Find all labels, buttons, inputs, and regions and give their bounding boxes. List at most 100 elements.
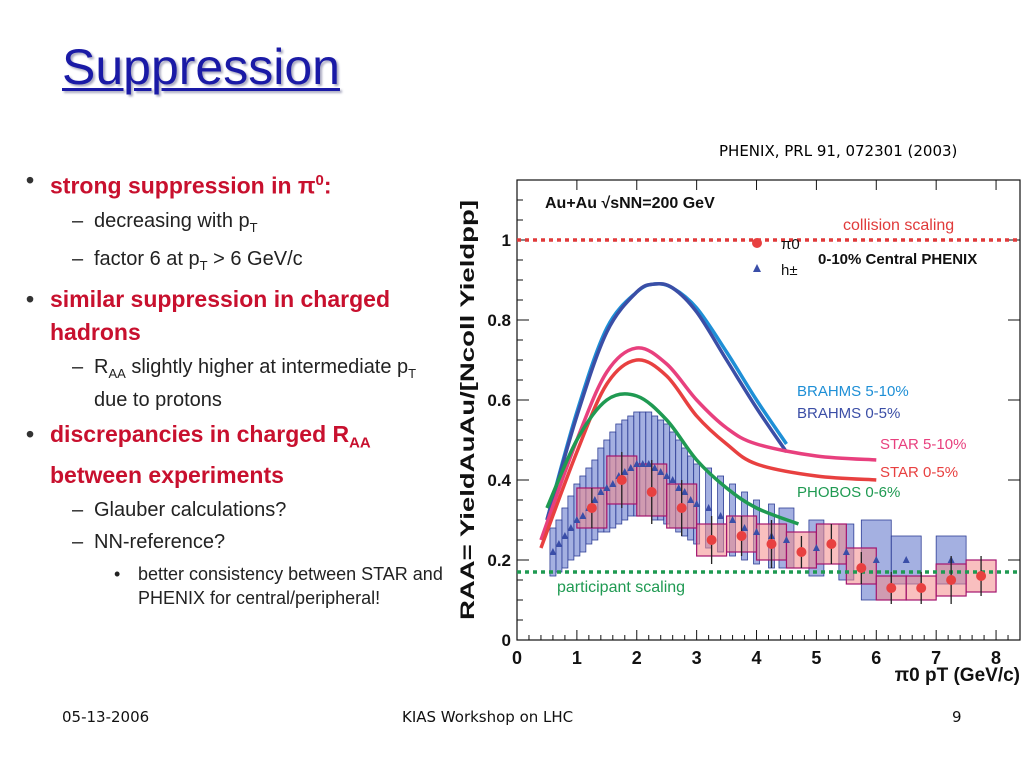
model-curve-label: STAR 0-5% bbox=[880, 464, 958, 481]
x-axis-label: π0 pT (GeV/c) bbox=[895, 665, 1020, 686]
model-curve bbox=[545, 392, 800, 526]
hadron-point bbox=[645, 460, 653, 467]
hadron-point bbox=[902, 556, 910, 563]
hadron-point bbox=[681, 488, 689, 495]
hadron-point bbox=[651, 464, 659, 471]
footer-date: 05-13-2006 bbox=[62, 708, 150, 726]
legend-pi0-marker bbox=[752, 238, 762, 248]
hadron-point bbox=[603, 484, 611, 491]
bullet-text: strong suppression in π bbox=[50, 172, 316, 199]
pi0-point bbox=[706, 535, 717, 545]
bullet-level-1-0: strong suppression in π0: bbox=[20, 164, 450, 203]
bullet-text: slightly higher at intermediate p bbox=[125, 355, 409, 378]
bullet-level-2-4: RAA slightly higher at intermediate pT d… bbox=[20, 354, 450, 414]
y-tick-label: 0.4 bbox=[487, 471, 511, 490]
hadron-point bbox=[705, 504, 713, 511]
hadron-point bbox=[549, 548, 557, 555]
y-tick-label: 1 bbox=[502, 231, 511, 250]
bullet-text: Glauber calculations? bbox=[94, 499, 287, 522]
pi0-point bbox=[646, 487, 657, 497]
hadron-point bbox=[782, 536, 790, 543]
slide-title: Suppression bbox=[62, 39, 340, 95]
hadron-point bbox=[579, 512, 587, 519]
bullet-text: decreasing with p bbox=[94, 209, 250, 232]
legend-label: π0 bbox=[781, 236, 800, 253]
model-curve-label: BRAHMS 0-5% bbox=[797, 405, 900, 422]
model-curve bbox=[539, 358, 877, 549]
legend-label: h± bbox=[781, 262, 798, 279]
model-curve bbox=[545, 281, 788, 521]
hadron-point bbox=[561, 532, 569, 539]
bullet-tail: between experiments bbox=[50, 462, 284, 489]
bullet-level-2-1: decreasing with pT bbox=[20, 208, 450, 241]
hadron-point bbox=[573, 516, 581, 523]
bullet-tail: > 6 GeV/c bbox=[207, 247, 303, 270]
footer-page-number: 9 bbox=[952, 708, 962, 726]
model-curve-label: STAR 5-10% bbox=[880, 436, 966, 453]
pi0-point bbox=[886, 583, 897, 593]
legend-hadron-marker bbox=[753, 264, 761, 272]
pi0-point bbox=[946, 575, 957, 585]
chart-citation: PHENIX, PRL 91, 072301 (2003) bbox=[719, 142, 958, 160]
y-axis-label: RAA= YieldAuAu/[Ncoll Yieldpp] bbox=[458, 200, 479, 620]
x-tick-label: 0 bbox=[512, 648, 522, 668]
hadron-point bbox=[872, 556, 880, 563]
bullet-sub: T bbox=[408, 365, 417, 381]
y-tick-label: 0.2 bbox=[487, 551, 511, 570]
hadron-point bbox=[687, 496, 695, 503]
pi0-point bbox=[676, 503, 687, 513]
hadron-point bbox=[753, 528, 761, 535]
hadron-point bbox=[555, 540, 563, 547]
hadron-point bbox=[657, 468, 665, 475]
pi0-point bbox=[856, 563, 867, 573]
pi0-point bbox=[616, 475, 627, 485]
bullet-level-2-2: factor 6 at pT > 6 GeV/c bbox=[20, 246, 450, 279]
hadron-point bbox=[669, 476, 677, 483]
hadron-point bbox=[842, 548, 850, 555]
hadron-point bbox=[621, 468, 629, 475]
x-tick-label: 2 bbox=[632, 648, 642, 668]
x-tick-label: 4 bbox=[752, 648, 762, 668]
hadron-point bbox=[639, 460, 647, 467]
bullet-level-1-5: discrepancies in charged RAA between exp… bbox=[20, 418, 450, 493]
hadron-point bbox=[567, 524, 575, 531]
model-curve-label: BRAHMS 5-10% bbox=[797, 383, 909, 400]
pi0-point bbox=[976, 571, 987, 581]
x-tick-label: 7 bbox=[931, 648, 941, 668]
pi0-point bbox=[586, 503, 597, 513]
y-tick-label: 0 bbox=[502, 631, 511, 650]
bullet-level-3-8: better consistency between STAR and PHEN… bbox=[20, 562, 450, 610]
pi0-point bbox=[796, 547, 807, 557]
model-curve-label: PHOBOS 0-6% bbox=[797, 484, 900, 501]
pi0-point bbox=[766, 539, 777, 549]
bullet-presub: AA bbox=[108, 365, 126, 381]
y-tick-label: 0.6 bbox=[487, 391, 511, 410]
footer-event: KIAS Workshop on LHC bbox=[402, 708, 574, 726]
hadron-point bbox=[693, 500, 701, 507]
model-curve bbox=[539, 346, 877, 541]
bullet-text: discrepancies in charged R bbox=[50, 420, 350, 447]
reference-line-label: participant scaling bbox=[557, 579, 685, 596]
x-tick-label: 1 bbox=[572, 648, 582, 668]
bullet-sub: AA bbox=[349, 434, 371, 452]
bullet-pre: R bbox=[94, 355, 109, 378]
bullet-level-1-3: similar suppression in charged hadrons bbox=[20, 283, 450, 349]
bullet-level-2-7: NN-reference? bbox=[20, 529, 450, 556]
bullet-tail: due to protons bbox=[94, 388, 222, 411]
bullet-list: strong suppression in π0: decreasing with… bbox=[20, 160, 450, 610]
chart-subtitle: 0-10% Central PHENIX bbox=[818, 251, 977, 268]
bullet-level-2-6: Glauber calculations? bbox=[20, 497, 450, 524]
hadron-point bbox=[627, 464, 635, 471]
hadron-point bbox=[675, 484, 683, 491]
hadron-point bbox=[812, 544, 820, 551]
hadron-point bbox=[591, 496, 599, 503]
pi0-point bbox=[826, 539, 837, 549]
x-tick-label: 8 bbox=[991, 648, 1001, 668]
pi0-point bbox=[916, 583, 927, 593]
hadron-point bbox=[717, 512, 725, 519]
bullet-tail: : bbox=[323, 172, 332, 199]
pi0-point bbox=[736, 531, 747, 541]
bullet-text: NN-reference? bbox=[94, 531, 226, 554]
bullet-sup: 0 bbox=[315, 172, 324, 189]
